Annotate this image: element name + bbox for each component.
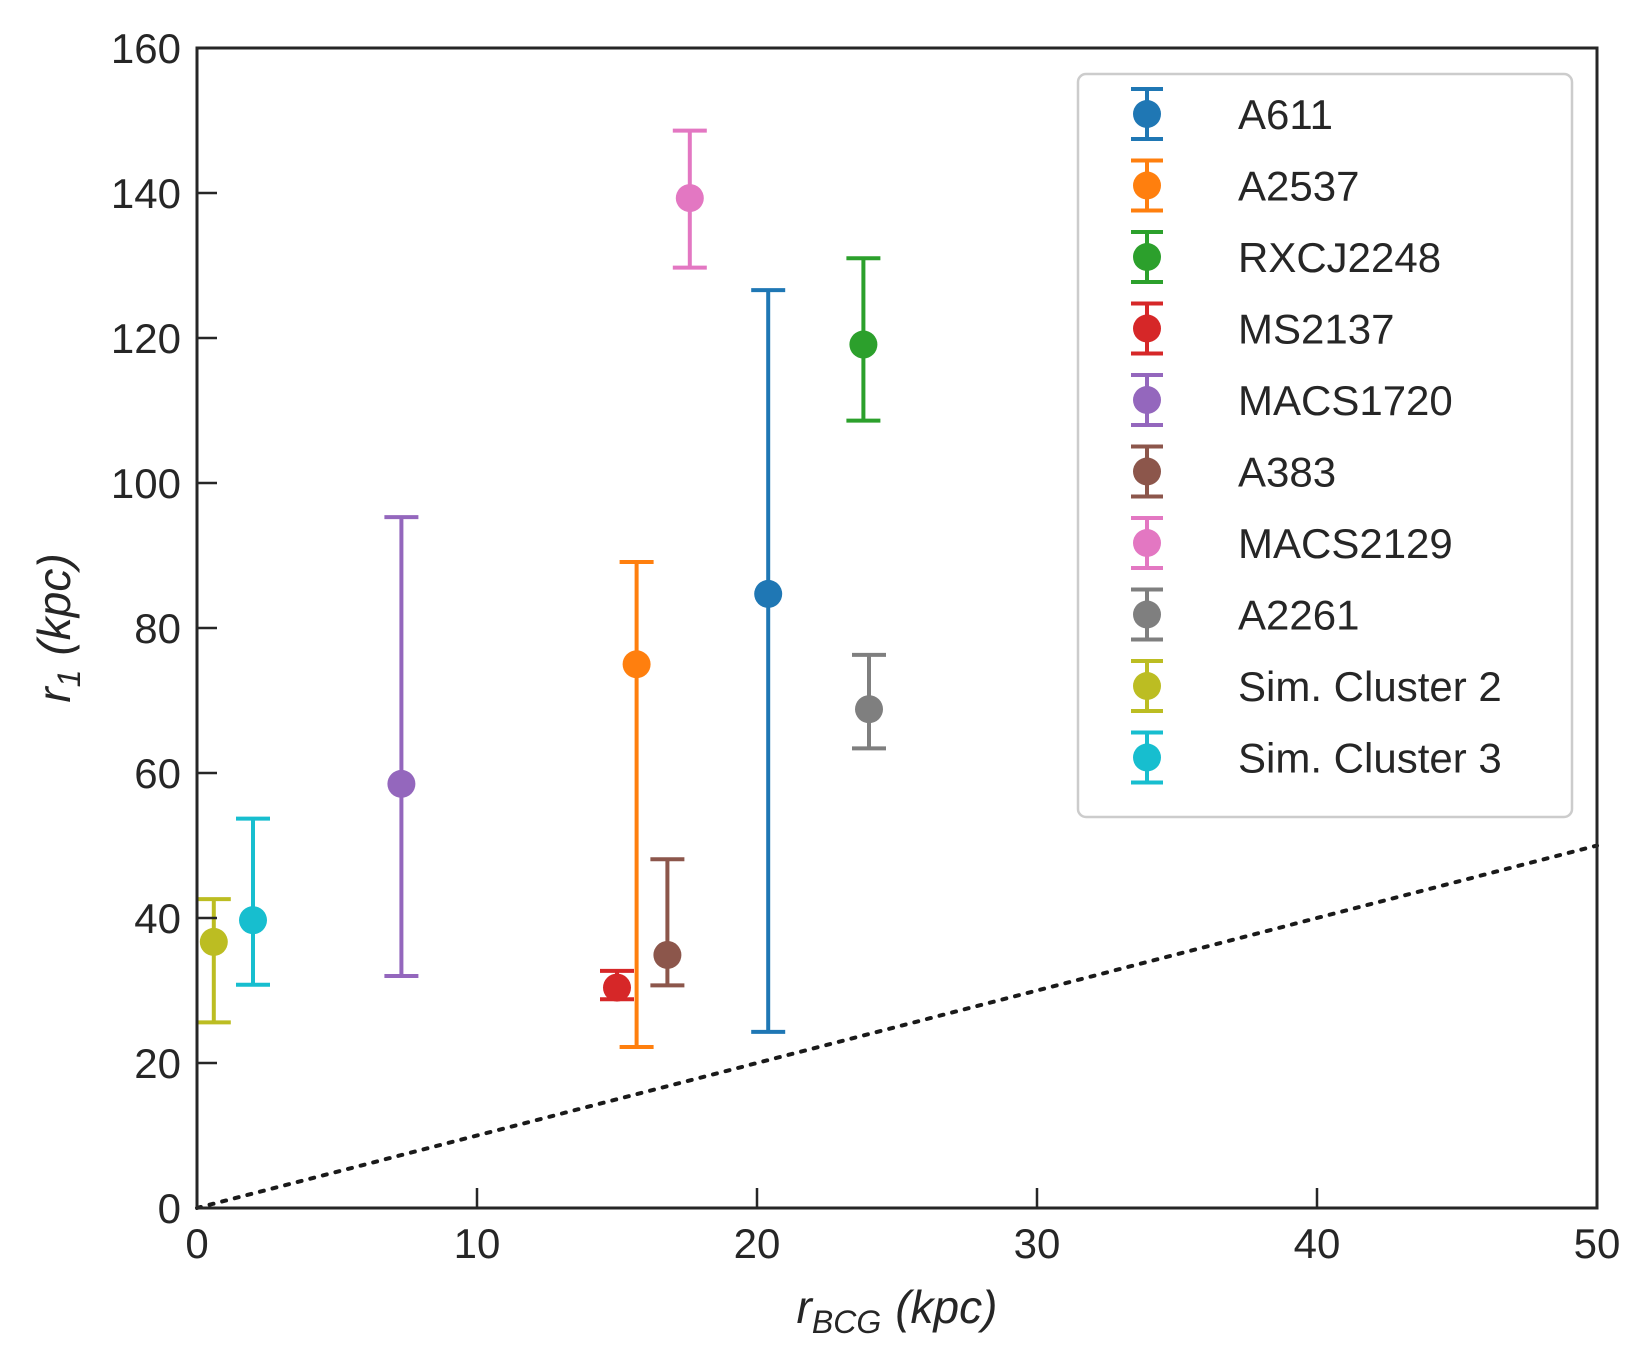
legend-label: A2537 <box>1238 163 1359 210</box>
legend-label: MS2137 <box>1238 306 1394 353</box>
reference-line <box>195 843 1599 1210</box>
y-axis-label: r1 (kpc) <box>28 553 87 702</box>
x-axis-label-main: r <box>797 1281 814 1333</box>
y-tick-label: 20 <box>134 1040 181 1087</box>
legend-marker-dot <box>1133 457 1161 486</box>
legend-entry: A611 <box>1131 87 1333 141</box>
data-point <box>199 927 228 956</box>
legend-entry: Sim. Cluster 2 <box>1131 659 1502 713</box>
y-tick-label: 160 <box>111 25 181 72</box>
legend-entry: MACS1720 <box>1131 373 1453 427</box>
legend-marker-dot <box>1133 100 1161 128</box>
series-a2537 <box>619 560 654 1050</box>
x-tick-label: 40 <box>1294 1220 1341 1267</box>
legend-label: MACS1720 <box>1238 377 1453 424</box>
legend-marker-dot <box>1133 529 1161 557</box>
legend-entry: RXCJ2248 <box>1131 230 1441 284</box>
legend-entry: Sim. Cluster 3 <box>1131 730 1502 785</box>
legend-label: Sim. Cluster 3 <box>1238 735 1502 782</box>
legend-marker-dot <box>1133 314 1161 343</box>
legend-label: A383 <box>1238 449 1336 496</box>
y-tick-label: 140 <box>111 170 181 217</box>
legend-label: RXCJ2248 <box>1238 234 1441 281</box>
legend-label: Sim. Cluster 2 <box>1238 663 1502 710</box>
x-tick-label: 20 <box>734 1220 781 1267</box>
legend-frame <box>1076 72 1574 819</box>
series-a2261 <box>852 652 886 751</box>
series-sim-cluster-3 <box>236 816 270 987</box>
series-macs1720 <box>384 515 419 978</box>
data-point <box>603 973 631 1002</box>
series-a383 <box>650 857 685 988</box>
data-point <box>754 579 783 608</box>
x-axis-label-unit: (kpc) <box>895 1281 997 1333</box>
legend-marker-dot <box>1133 171 1161 200</box>
y-axis-label-sub: 1 <box>51 670 87 688</box>
legend-marker-dot <box>1133 386 1161 414</box>
legend: A611 A2537 RXCJ2248 MS2137 MACS1720 A383 MACS2… <box>1076 72 1574 819</box>
legend-marker-dot <box>1133 243 1161 271</box>
y-tick-label: 80 <box>134 605 181 652</box>
legend-entry: MACS2129 <box>1131 516 1453 570</box>
series-ms2137 <box>600 968 634 1002</box>
legend-marker-dot <box>1133 743 1161 772</box>
data-point <box>622 650 651 679</box>
legend-label: MACS2129 <box>1238 520 1453 567</box>
y-tick-label: 0 <box>158 1185 181 1232</box>
legend-entry: A2537 <box>1131 158 1359 213</box>
series-rxcj2248 <box>846 256 881 423</box>
legend-marker-dot <box>1133 600 1161 629</box>
series-macs2129 <box>672 128 707 270</box>
x-tick-label: 30 <box>1014 1220 1061 1267</box>
legend-entry: A383 <box>1131 444 1336 499</box>
series-a611 <box>751 288 786 1034</box>
data-point <box>387 769 416 798</box>
data-point <box>653 940 682 969</box>
x-axis-label: rBCG (kpc) <box>797 1281 998 1340</box>
x-tick-label: 10 <box>454 1220 501 1267</box>
data-point <box>675 184 704 213</box>
y-tick-label: 120 <box>111 315 181 362</box>
data-point <box>855 695 883 724</box>
x-tick-label: 0 <box>185 1220 208 1267</box>
data-point <box>849 330 878 359</box>
x-axis-label-sub: BCG <box>812 1304 881 1340</box>
data-point <box>239 906 267 935</box>
legend-label: A2261 <box>1238 592 1359 639</box>
series-sim-cluster-2 <box>196 897 231 1025</box>
x-tick-label: 50 <box>1574 1220 1621 1267</box>
legend-entry: MS2137 <box>1131 301 1394 356</box>
y-tick-label: 60 <box>134 750 181 797</box>
y-tick-label: 100 <box>111 460 181 507</box>
legend-marker-dot <box>1133 672 1161 700</box>
y-axis-label-main: r <box>28 686 80 703</box>
y-axis-label-unit: (kpc) <box>28 553 80 655</box>
legend-label: A611 <box>1238 91 1333 138</box>
y-tick-label: 40 <box>134 895 181 942</box>
legend-entry: A2261 <box>1131 587 1359 642</box>
